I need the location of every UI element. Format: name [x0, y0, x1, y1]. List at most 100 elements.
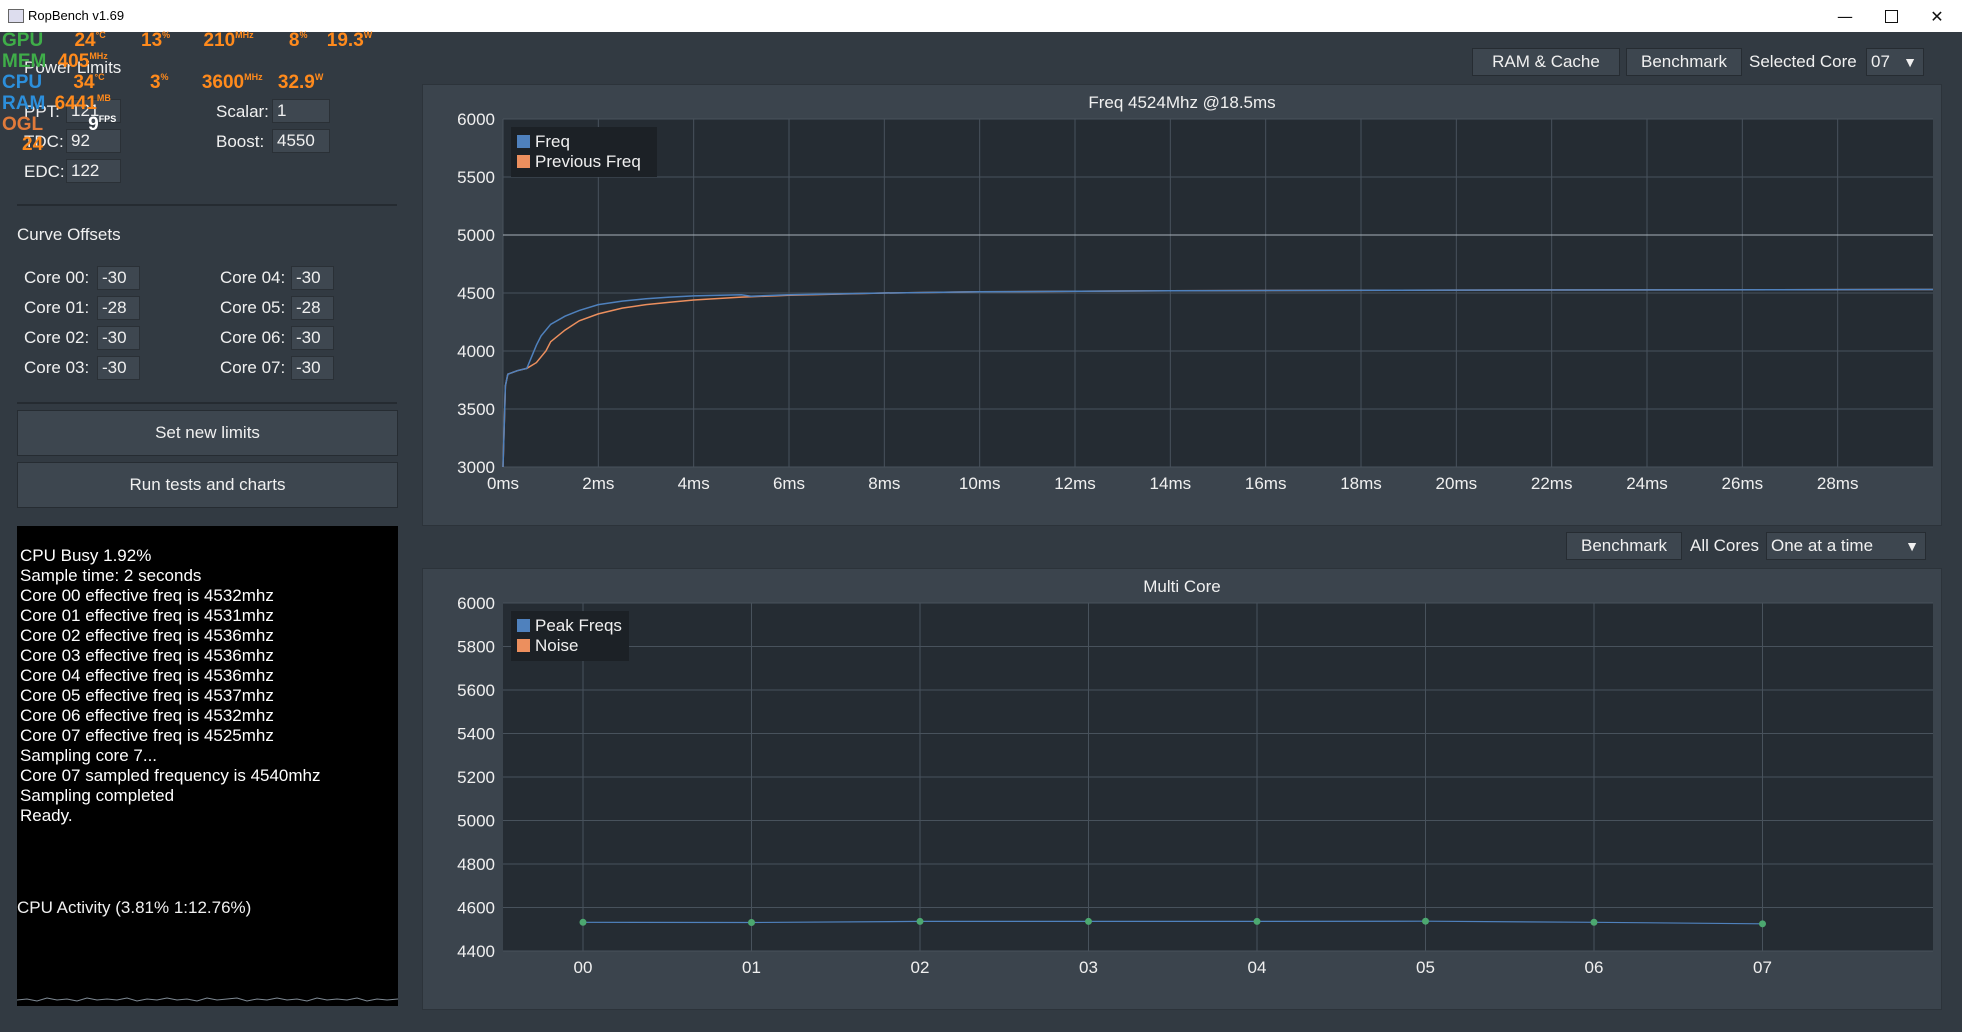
x-tick-label: 22ms: [1531, 474, 1573, 493]
divider: [17, 204, 397, 206]
cpu-activity-graph: [16, 926, 399, 1006]
data-point: [1759, 920, 1766, 928]
x-tick-label: 0ms: [487, 474, 519, 493]
ppt-field[interactable]: 121: [66, 99, 121, 123]
series-line-peak-freqs: [582, 920, 1763, 925]
y-tick-label: 5400: [457, 725, 495, 744]
core-02-label: Core 02:: [24, 328, 90, 347]
mode-select[interactable]: One at a time ▼: [1766, 532, 1926, 560]
edc-field[interactable]: 122: [66, 159, 121, 183]
hud-cpu-load: 3: [149, 72, 161, 93]
mode-value: One at a time: [1771, 536, 1874, 555]
y-tick-label: 5500: [457, 168, 495, 187]
log-console: CPU Busy 1.92% Sample time: 2 seconds Core…: [17, 526, 398, 926]
y-tick-label: 3000: [457, 458, 495, 477]
x-tick-label: 00: [574, 958, 593, 977]
x-tick-label: 20ms: [1436, 474, 1478, 493]
core-06-label: Core 06:: [220, 328, 286, 347]
multi-benchmark-button[interactable]: Benchmark: [1566, 532, 1682, 560]
core-00-label: Core 00:: [24, 268, 90, 287]
y-tick-label: 5000: [457, 812, 495, 831]
console-line: Core 04 effective freq is 4536mhz: [20, 666, 274, 685]
core-00-offset-field[interactable]: -30: [97, 266, 140, 290]
chevron-down-icon: ▼: [1905, 538, 1919, 554]
core-05-label: Core 05:: [220, 298, 286, 317]
cpu-activity-sparkline: [16, 997, 399, 1002]
console-line: Sampling core 7...: [20, 746, 158, 765]
window-title: RopBench v1.69: [28, 8, 125, 23]
hud-unit: FPS: [98, 114, 117, 124]
y-tick-label: 5000: [457, 226, 495, 245]
core-01-offset-field[interactable]: -28: [97, 296, 140, 320]
ppt-label: PPT:: [24, 102, 60, 121]
boost-field[interactable]: 4550: [272, 129, 330, 153]
x-tick-label: 06: [1585, 958, 1604, 977]
minimize-icon: —: [1837, 6, 1853, 26]
hud-gpu-power: 19.3: [326, 30, 364, 51]
core-03-offset-field[interactable]: -30: [97, 356, 140, 380]
console-line: Core 00 effective freq is 4532mhz: [20, 586, 274, 605]
y-tick-label: 5600: [457, 681, 495, 700]
scalar-label: Scalar:: [216, 102, 269, 121]
core-05-offset-field[interactable]: -28: [291, 296, 334, 320]
hud-gpu-temp: 24: [74, 30, 96, 51]
minimize-button[interactable]: —: [1822, 0, 1868, 32]
hud-ogl-extra: 24: [22, 134, 44, 155]
core-07-label: Core 07:: [220, 358, 286, 377]
y-tick-label: 6000: [457, 110, 495, 129]
x-tick-label: 07: [1753, 958, 1772, 977]
all-cores-label: All Cores: [1690, 536, 1759, 555]
ram-cache-button[interactable]: RAM & Cache: [1472, 48, 1620, 76]
boost-label: Boost:: [216, 132, 265, 151]
maximize-button[interactable]: [1868, 0, 1914, 32]
close-icon: ✕: [1930, 6, 1944, 26]
legend-label: Peak Freqs: [535, 616, 622, 635]
close-button[interactable]: ✕: [1914, 0, 1960, 32]
freq-chart-panel: Freq 4524Mhz @18.5ms 3000 3500 4000 4500 500…: [422, 84, 1942, 526]
core-04-offset-field[interactable]: -30: [291, 266, 334, 290]
data-point: [1085, 917, 1092, 925]
x-tick-label: 12ms: [1054, 474, 1096, 493]
run-tests-button[interactable]: Run tests and charts: [17, 462, 398, 508]
core-06-offset-field[interactable]: -30: [291, 326, 334, 350]
hud-ogl-row: OGL 9FPS: [2, 114, 116, 136]
set-new-limits-button[interactable]: Set new limits: [17, 410, 398, 456]
hud-unit: MHz: [235, 30, 254, 40]
scalar-field[interactable]: 1: [272, 99, 330, 123]
x-tick-label: 16ms: [1245, 474, 1287, 493]
y-tick-label: 4800: [457, 855, 495, 874]
multi-core-chart-panel: Multi Core 4400 4600 4800 5000 5200 5400 5600 5…: [422, 568, 1942, 1010]
tdc-label: TDC:: [24, 132, 64, 151]
console-line: Core 03 effective freq is 4536mhz: [20, 646, 274, 665]
console-line: Core 05 effective freq is 4537mhz: [20, 686, 274, 705]
hud-gpu-row: GPU 24°C 13% 210MHz 8% 19.3W: [2, 30, 372, 52]
hud-unit: W: [363, 30, 373, 40]
selected-core-select[interactable]: 07 ▼: [1866, 48, 1924, 76]
x-tick-label: 05: [1416, 958, 1435, 977]
left-panel: Power Limits PPT: 121 TDC: 92 EDC: 122 S…: [0, 32, 410, 1032]
console-line: Ready.: [20, 806, 73, 825]
core-02-offset-field[interactable]: -30: [97, 326, 140, 350]
x-tick-label: 4ms: [678, 474, 710, 493]
tdc-field[interactable]: 92: [66, 129, 121, 153]
x-tick-label: 8ms: [868, 474, 900, 493]
core-03-label: Core 03:: [24, 358, 90, 377]
selected-core-value: 07: [1871, 52, 1890, 71]
y-tick-label: 5800: [457, 638, 495, 657]
legend-swatch: [517, 619, 530, 632]
x-tick-label: 04: [1248, 958, 1267, 977]
legend-box: [511, 611, 629, 661]
hud-mem-row: MEM 405MHz: [2, 51, 108, 73]
legend-swatch: [517, 135, 530, 148]
series-line-freq: [502, 288, 1934, 468]
legend-swatch: [517, 639, 530, 652]
power-limits-heading: Power Limits: [24, 58, 122, 77]
x-tick-label: 26ms: [1722, 474, 1764, 493]
title-bar: RopBench v1.69 — ✕: [0, 0, 1962, 32]
benchmark-button[interactable]: Benchmark: [1626, 48, 1742, 76]
hud-cpu-row: CPU 34°C 3% 3600MHz 32.9W: [2, 72, 323, 94]
core-07-offset-field[interactable]: -30: [291, 356, 334, 380]
x-tick-label: 14ms: [1150, 474, 1192, 493]
core-01-label: Core 01:: [24, 298, 90, 317]
hud-unit: MB: [96, 93, 111, 103]
